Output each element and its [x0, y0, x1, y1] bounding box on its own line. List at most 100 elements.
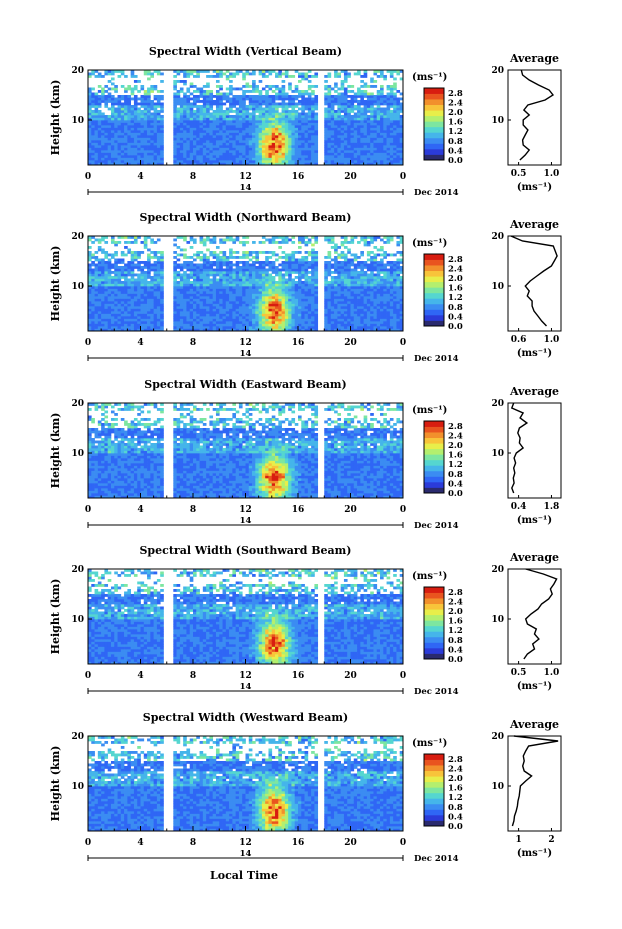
heatmap-cell [137, 298, 141, 302]
heatmap-cell [271, 281, 276, 284]
heatmap-cell [232, 251, 237, 254]
heatmap-cell [206, 311, 210, 314]
heatmap-cell [133, 316, 138, 319]
heatmap-cell [219, 281, 223, 284]
heatmap-cell [140, 110, 145, 113]
heatmap-cell [104, 72, 109, 76]
heatmap-cell [304, 311, 309, 314]
heatmap-cell [94, 155, 99, 158]
heatmap-cell [324, 112, 328, 116]
heatmap-cell [186, 87, 191, 91]
heatmap-cell [248, 271, 253, 274]
heatmap-cell [307, 296, 312, 299]
heatmap-cell [245, 326, 250, 329]
heatmap-cell [206, 95, 210, 98]
heatmap-cell [255, 321, 259, 324]
heatmap-cell [242, 117, 246, 121]
heatmap-cell [124, 162, 128, 166]
heatmap-cell [156, 271, 161, 274]
heatmap-cell [235, 308, 240, 312]
heatmap-cell [88, 263, 92, 267]
heatmap-cell [133, 286, 138, 289]
heatmap-cell [212, 328, 217, 332]
heatmap-cell [104, 117, 109, 121]
heatmap-cell [173, 303, 177, 307]
heatmap-cell [189, 296, 194, 299]
heatmap-cell [97, 75, 102, 78]
heatmap-cell [311, 291, 315, 294]
heatmap-cell [206, 162, 210, 166]
heatmap-cell [229, 291, 233, 294]
heatmap-cell [130, 127, 135, 131]
heatmap-cell [206, 85, 210, 88]
heatmap-cell [334, 155, 338, 158]
heatmap-cell [130, 311, 135, 314]
heatmap-cell [212, 293, 217, 297]
heatmap-cell [366, 102, 371, 106]
heatmap-cell [261, 326, 266, 329]
heatmap-cell [255, 261, 259, 264]
heatmap-cell [183, 308, 187, 312]
heatmap-cell [114, 145, 118, 148]
heatmap-cell [284, 127, 289, 131]
heatmap-cell [370, 145, 374, 148]
heatmap-cell [281, 160, 286, 163]
heatmap-cell [88, 152, 92, 156]
heatmap-cell [219, 283, 223, 287]
heatmap-cell [110, 72, 115, 76]
heatmap-cell [307, 303, 312, 307]
heatmap-cell [209, 251, 214, 254]
heatmap-cell [238, 328, 243, 332]
heatmap-cell [393, 95, 397, 98]
heatmap-cell [252, 115, 256, 118]
heatmap-cell [343, 127, 348, 131]
heatmap-cell [202, 293, 207, 297]
heatmap-cell [327, 112, 332, 116]
heatmap-cell [114, 102, 118, 106]
heatmap-cell [97, 97, 102, 101]
heatmap-cell [202, 142, 207, 146]
heatmap-cell [330, 87, 335, 91]
heatmap-cell [130, 130, 135, 133]
heatmap-cell [373, 150, 378, 153]
heatmap-cell [307, 110, 312, 113]
heatmap-cell [314, 100, 319, 103]
heatmap-cell [147, 137, 151, 141]
heatmap-cell [271, 293, 276, 297]
heatmap-cell [133, 97, 138, 101]
average-height-label: 20 [491, 66, 504, 76]
heatmap-cell [225, 266, 230, 269]
heatmap-cell [130, 112, 135, 116]
heatmap-cell [143, 135, 148, 138]
heatmap-cell [133, 132, 138, 136]
heatmap-cell [298, 112, 302, 116]
heatmap-cell [258, 162, 263, 166]
heatmap-cell [156, 288, 161, 292]
heatmap-cell [179, 301, 184, 304]
heatmap-cell [245, 291, 250, 294]
heatmap-cell [307, 283, 312, 287]
heatmap-cell [110, 162, 115, 166]
heatmap-cell [117, 127, 122, 131]
heatmap-cell [294, 85, 299, 88]
heatmap-cell [150, 301, 154, 304]
heatmap-cell [307, 117, 312, 121]
heatmap-cell [281, 291, 286, 294]
heatmap-cell [265, 263, 269, 267]
heatmap-cell [91, 241, 95, 244]
heatmap-cell [160, 127, 164, 131]
heatmap-cell [222, 140, 227, 143]
heatmap-cell [235, 326, 240, 329]
heatmap-cell [101, 308, 105, 312]
heatmap-cell [130, 258, 135, 262]
heatmap-cell [268, 278, 273, 282]
heatmap-cell [133, 263, 138, 267]
heatmap-cell [238, 87, 243, 91]
heatmap-cell [186, 303, 191, 307]
heatmap-cell [189, 160, 194, 163]
heatmap-cell [376, 105, 381, 108]
heatmap-cell [176, 125, 181, 128]
heatmap-cell [255, 125, 259, 128]
heatmap-cell [147, 105, 151, 108]
heatmap-cell [94, 318, 99, 322]
